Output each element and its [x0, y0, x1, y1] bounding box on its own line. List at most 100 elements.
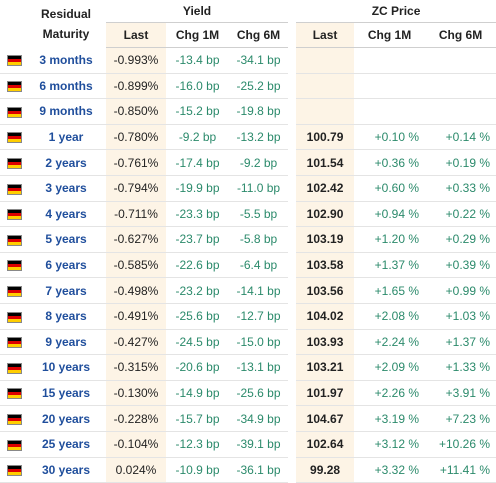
zc-chg1m-value: +2.09 %: [354, 354, 426, 381]
zc-chg1m-value: +3.32 %: [354, 457, 426, 483]
maturity-link[interactable]: 9 months: [26, 98, 106, 125]
zc-last-value: [288, 73, 355, 100]
flag-cell: [0, 252, 26, 279]
zc-last-value: [288, 98, 355, 125]
yield-last-value: 0.024%: [106, 457, 166, 483]
zc-chg1m-header: Chg 1M: [354, 22, 426, 48]
zc-chg6m-value: +7.23 %: [425, 405, 496, 432]
table-row[interactable]: 1 year -0.780% -9.2 bp -13.2 bp 100.79 +0.10 …: [0, 124, 496, 151]
flag-cell: [0, 73, 26, 100]
zc-last-value: 102.42: [288, 175, 355, 202]
zc-chg1m-value: +2.24 %: [354, 329, 426, 356]
yield-chg1m-value: -25.6 bp: [166, 303, 229, 330]
flag-cell: [0, 226, 26, 253]
yield-chg6m-value: -11.0 bp: [229, 175, 293, 202]
yield-last-value: -0.130%: [106, 380, 166, 407]
table-row[interactable]: 5 years -0.627% -23.7 bp -5.8 bp 103.19 +1.20…: [0, 226, 496, 253]
maturity-link[interactable]: 10 years: [26, 354, 106, 381]
table-row[interactable]: 7 years -0.498% -23.2 bp -14.1 bp 103.56 +1.6…: [0, 277, 496, 304]
flag-cell: [0, 47, 26, 74]
flag-cell: [0, 98, 26, 125]
maturity-link[interactable]: 15 years: [26, 380, 106, 407]
maturity-link[interactable]: 6 months: [26, 73, 106, 100]
flag-cell: [0, 457, 26, 483]
yield-chg6m-value: -34.1 bp: [229, 47, 293, 74]
yield-last-value: -0.899%: [106, 73, 166, 100]
table-row[interactable]: 2 years -0.761% -17.4 bp -9.2 bp 101.54 +0.36…: [0, 149, 496, 176]
germany-flag-icon: [7, 285, 22, 297]
germany-flag-icon: [7, 260, 22, 272]
yield-chg1m-value: -17.4 bp: [166, 149, 229, 176]
maturity-link[interactable]: 3 years: [26, 175, 106, 202]
yield-chg6m-value: -9.2 bp: [229, 149, 293, 176]
zc-chg6m-value: +0.22 %: [425, 201, 496, 228]
yield-chg1m-value: -22.6 bp: [166, 252, 229, 279]
zc-chg6m-value: [425, 98, 496, 125]
germany-flag-icon: [7, 337, 22, 349]
maturity-link[interactable]: 25 years: [26, 431, 106, 458]
zc-chg6m-value: +0.19 %: [425, 149, 496, 176]
flag-cell: [0, 380, 26, 407]
table-row[interactable]: 6 months -0.899% -16.0 bp -25.2 bp: [0, 73, 496, 100]
maturity-link[interactable]: 9 years: [26, 329, 106, 356]
yield-chg1m-value: -12.3 bp: [166, 431, 229, 458]
table-row[interactable]: 25 years -0.104% -12.3 bp -39.1 bp 102.64 +3.…: [0, 431, 496, 458]
table-row[interactable]: 4 years -0.711% -23.3 bp -5.5 bp 102.90 +0.94…: [0, 201, 496, 228]
flag-cell: [0, 149, 26, 176]
germany-flag-icon: [7, 388, 22, 400]
zc-chg1m-value: [354, 73, 426, 100]
yield-chg1m-value: -9.2 bp: [166, 124, 229, 151]
table-row[interactable]: 8 years -0.491% -25.6 bp -12.7 bp 104.02 +2.0…: [0, 303, 496, 330]
maturity-link[interactable]: 20 years: [26, 405, 106, 432]
zc-last-value: 104.67: [288, 405, 355, 432]
table-row[interactable]: 3 months -0.993% -13.4 bp -34.1 bp: [0, 47, 496, 74]
germany-flag-icon: [7, 209, 22, 221]
zc-last-value: 103.19: [288, 226, 355, 253]
zc-chg6m-value: +0.99 %: [425, 277, 496, 304]
yield-chg1m-value: -23.3 bp: [166, 201, 229, 228]
yield-chg1m-value: -16.0 bp: [166, 73, 229, 100]
yield-last-value: -0.491%: [106, 303, 166, 330]
yield-chg6m-value: -34.9 bp: [229, 405, 293, 432]
maturity-label: Maturity: [42, 26, 90, 41]
yield-chg6m-value: -15.0 bp: [229, 329, 293, 356]
maturity-link[interactable]: 5 years: [26, 226, 106, 253]
yield-group-header: Yield: [106, 0, 293, 23]
zc-chg6m-value: +0.29 %: [425, 226, 496, 253]
maturity-link[interactable]: 30 years: [26, 457, 106, 483]
zc-chg6m-value: +11.41 %: [425, 457, 496, 483]
maturity-link[interactable]: 1 year: [26, 124, 106, 151]
table-row[interactable]: 6 years -0.585% -22.6 bp -6.4 bp 103.58 +1.37…: [0, 252, 496, 279]
table-row[interactable]: 15 years -0.130% -14.9 bp -25.6 bp 101.97 +2.…: [0, 380, 496, 407]
table-row[interactable]: 30 years 0.024% -10.9 bp -36.1 bp 99.28 +3.32…: [0, 457, 496, 483]
germany-flag-icon: [7, 81, 22, 93]
maturity-link[interactable]: 8 years: [26, 303, 106, 330]
yield-last-value: -0.794%: [106, 175, 166, 202]
zc-chg6m-value: +0.14 %: [425, 124, 496, 151]
yield-chg1m-value: -24.5 bp: [166, 329, 229, 356]
table-row[interactable]: 9 years -0.427% -24.5 bp -15.0 bp 103.93 +2.2…: [0, 329, 496, 356]
yield-chg1m-value: -23.2 bp: [166, 277, 229, 304]
table-row[interactable]: 10 years -0.315% -20.6 bp -13.1 bp 103.21 +2.…: [0, 354, 496, 381]
yield-chg1m-value: -15.2 bp: [166, 98, 229, 125]
maturity-link[interactable]: 6 years: [26, 252, 106, 279]
yield-last-value: -0.315%: [106, 354, 166, 381]
zc-last-value: 99.28: [288, 457, 355, 483]
table-row[interactable]: 3 years -0.794% -19.9 bp -11.0 bp 102.42 +0.6…: [0, 175, 496, 202]
maturity-link[interactable]: 4 years: [26, 201, 106, 228]
yield-chg6m-value: -25.6 bp: [229, 380, 293, 407]
yield-chg6m-value: -13.1 bp: [229, 354, 293, 381]
zc-last-value: 102.64: [288, 431, 355, 458]
maturity-link[interactable]: 7 years: [26, 277, 106, 304]
zc-last-header: Last: [288, 22, 355, 48]
table-row[interactable]: 20 years -0.228% -15.7 bp -34.9 bp 104.67 +3.…: [0, 405, 496, 432]
maturity-link[interactable]: 3 months: [26, 47, 106, 74]
germany-flag-icon: [7, 132, 22, 144]
table-row[interactable]: 9 months -0.850% -15.2 bp -19.8 bp: [0, 98, 496, 125]
yield-chg1m-value: -15.7 bp: [166, 405, 229, 432]
zc-last-value: 100.79: [288, 124, 355, 151]
yield-last-value: -0.498%: [106, 277, 166, 304]
maturity-link[interactable]: 2 years: [26, 149, 106, 176]
zc-chg6m-value: +0.33 %: [425, 175, 496, 202]
